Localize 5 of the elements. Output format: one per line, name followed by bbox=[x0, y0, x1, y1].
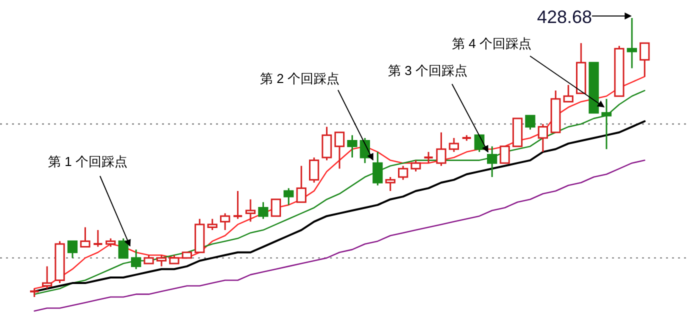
annotation: 第 3 个回踩点 bbox=[388, 63, 468, 78]
annotation: 428.68 bbox=[537, 7, 592, 27]
annotation: 第 2 个回踩点 bbox=[260, 71, 340, 86]
annotation: 第 4 个回踩点 bbox=[452, 36, 532, 51]
annotation: 第 1 个回踩点 bbox=[48, 154, 128, 169]
